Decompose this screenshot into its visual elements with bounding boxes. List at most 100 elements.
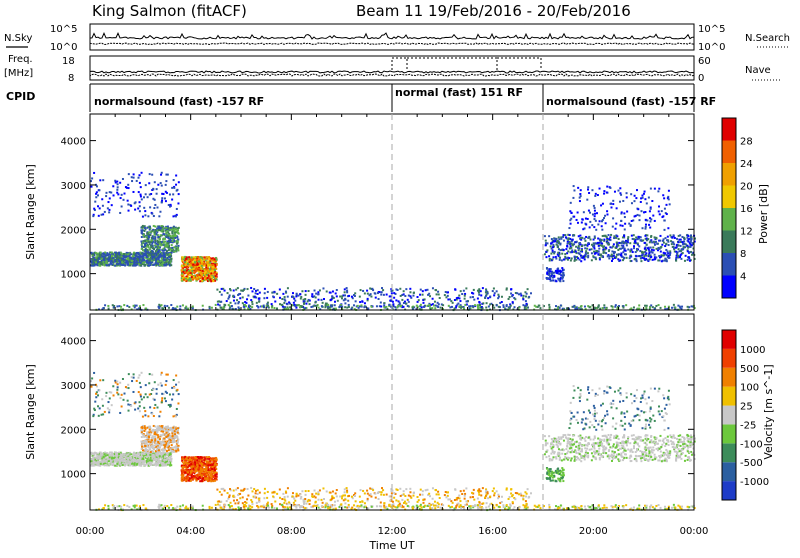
power-echo bbox=[600, 204, 602, 206]
velocity-echo bbox=[104, 453, 106, 455]
power-echo bbox=[598, 248, 600, 250]
power-echo bbox=[95, 193, 97, 195]
power-echo bbox=[176, 189, 178, 191]
power-echo bbox=[573, 216, 575, 218]
power-echo bbox=[519, 306, 521, 308]
power-echo bbox=[566, 307, 568, 309]
nsky-line bbox=[90, 33, 694, 39]
power-echo bbox=[133, 264, 135, 266]
power-echo bbox=[585, 223, 587, 225]
power-echo bbox=[689, 251, 691, 253]
power-echo bbox=[267, 302, 269, 304]
power-echo bbox=[116, 192, 118, 194]
power-echo bbox=[567, 250, 569, 252]
power-echo bbox=[619, 187, 621, 189]
power-echo bbox=[610, 206, 612, 208]
power-echo bbox=[152, 237, 154, 239]
power-echo bbox=[594, 213, 596, 215]
power-echo bbox=[293, 302, 295, 304]
power-echo bbox=[656, 237, 658, 239]
power-echo bbox=[480, 294, 482, 296]
power-echo bbox=[122, 264, 124, 266]
power-echo bbox=[428, 293, 430, 295]
power-echo bbox=[116, 263, 118, 265]
power-echo bbox=[276, 307, 278, 309]
power-echo bbox=[407, 299, 409, 301]
power-echo bbox=[556, 244, 558, 246]
power-echo bbox=[139, 201, 141, 203]
power-echo bbox=[672, 241, 674, 243]
power-echo bbox=[567, 243, 569, 245]
power-echo bbox=[667, 227, 669, 229]
power-echo bbox=[95, 252, 97, 254]
power-echo bbox=[173, 240, 175, 242]
power-echo bbox=[175, 228, 177, 230]
power-echo bbox=[185, 279, 187, 281]
power-echo bbox=[680, 245, 682, 247]
power-echo bbox=[212, 264, 214, 266]
power-echo bbox=[641, 195, 643, 197]
power-echo bbox=[454, 289, 456, 291]
power-echo bbox=[314, 301, 316, 303]
power-echo bbox=[107, 254, 109, 256]
power-echo bbox=[631, 220, 633, 222]
power-echo bbox=[271, 307, 273, 309]
power-echo bbox=[657, 190, 659, 192]
power-echo bbox=[346, 290, 348, 292]
power-echo bbox=[593, 205, 595, 207]
power-echo bbox=[161, 201, 163, 203]
power-echo bbox=[323, 298, 325, 300]
power-echo bbox=[578, 235, 580, 237]
power-echo bbox=[129, 264, 131, 266]
power-echo bbox=[155, 262, 157, 264]
power-echo bbox=[145, 184, 147, 186]
power-echo bbox=[479, 302, 481, 304]
power-echo bbox=[590, 239, 592, 241]
power-echo bbox=[331, 298, 333, 300]
power-echo bbox=[620, 248, 622, 250]
power-echo bbox=[548, 274, 550, 276]
power-echo bbox=[546, 277, 548, 279]
power-echo bbox=[166, 250, 168, 252]
power-echo bbox=[344, 306, 346, 308]
power-echo bbox=[601, 239, 603, 241]
power-echo bbox=[689, 260, 691, 262]
power-echo bbox=[605, 252, 607, 254]
power-echo bbox=[577, 187, 579, 189]
velocity-echo bbox=[155, 454, 157, 456]
power-echo bbox=[439, 297, 441, 299]
velocity-echo bbox=[164, 456, 166, 458]
power-echo bbox=[654, 236, 656, 238]
power-echo bbox=[664, 260, 666, 262]
power-echo bbox=[614, 228, 616, 230]
power-echo bbox=[149, 249, 151, 251]
power-echo bbox=[194, 271, 196, 273]
power-echo bbox=[211, 270, 213, 272]
power-echo bbox=[563, 269, 565, 271]
power-echo bbox=[580, 237, 582, 239]
power-echo bbox=[144, 250, 146, 252]
power-echo bbox=[281, 304, 283, 306]
power-echo bbox=[140, 265, 142, 267]
power-echo bbox=[98, 189, 100, 191]
power-echo bbox=[485, 307, 487, 309]
power-echo bbox=[128, 173, 130, 175]
power-echo bbox=[117, 183, 119, 185]
power-echo bbox=[209, 264, 211, 266]
freq-tick-low: 8 bbox=[68, 73, 74, 84]
power-echo bbox=[232, 295, 234, 297]
power-echo bbox=[445, 291, 447, 293]
power-echo bbox=[145, 308, 147, 310]
power-echo bbox=[616, 242, 618, 244]
power-echo bbox=[204, 276, 206, 278]
beam-title: Beam 11 19/Feb/2016 - 20/Feb/2016 bbox=[356, 2, 631, 20]
power-echo bbox=[289, 306, 291, 308]
power-echo bbox=[133, 177, 135, 179]
power-echo bbox=[209, 268, 211, 270]
power-echo bbox=[624, 223, 626, 225]
power-echo bbox=[151, 230, 153, 232]
power-echo bbox=[626, 257, 628, 259]
power-echo bbox=[287, 303, 289, 305]
power-echo bbox=[568, 237, 570, 239]
power-echo bbox=[255, 290, 257, 292]
